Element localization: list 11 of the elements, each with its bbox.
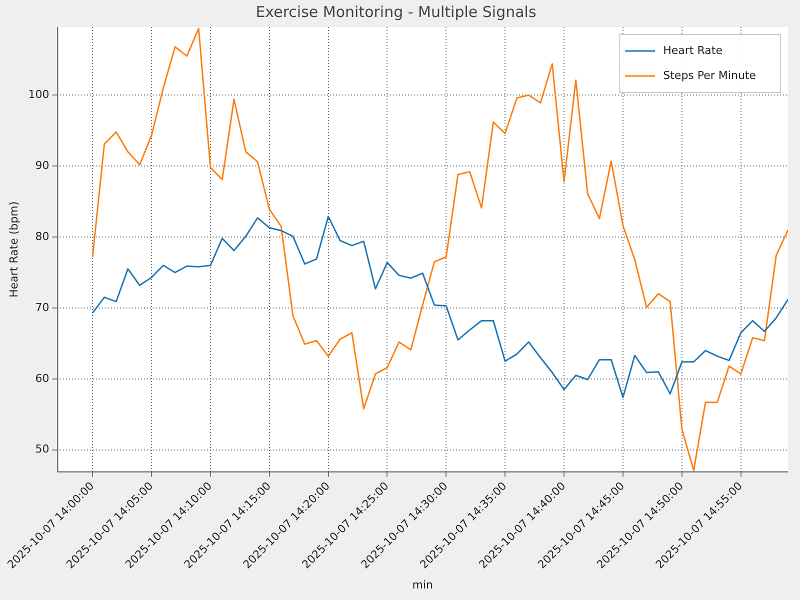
x-axis-title: min bbox=[412, 578, 433, 592]
y-axis-title: Heart Rate (bpm) bbox=[7, 201, 20, 298]
y-tick-label: 70 bbox=[35, 300, 50, 314]
y-tick-label: 50 bbox=[35, 442, 50, 456]
y-tick-label: 90 bbox=[35, 158, 50, 172]
chart-title: Exercise Monitoring - Multiple Signals bbox=[256, 2, 536, 21]
legend-label: Heart Rate bbox=[663, 44, 723, 57]
y-tick-label: 80 bbox=[35, 230, 50, 243]
y-tick-label: 60 bbox=[35, 372, 50, 385]
legend-label: Steps Per Minute bbox=[663, 68, 756, 82]
y-tick-label: 100 bbox=[28, 88, 50, 101]
